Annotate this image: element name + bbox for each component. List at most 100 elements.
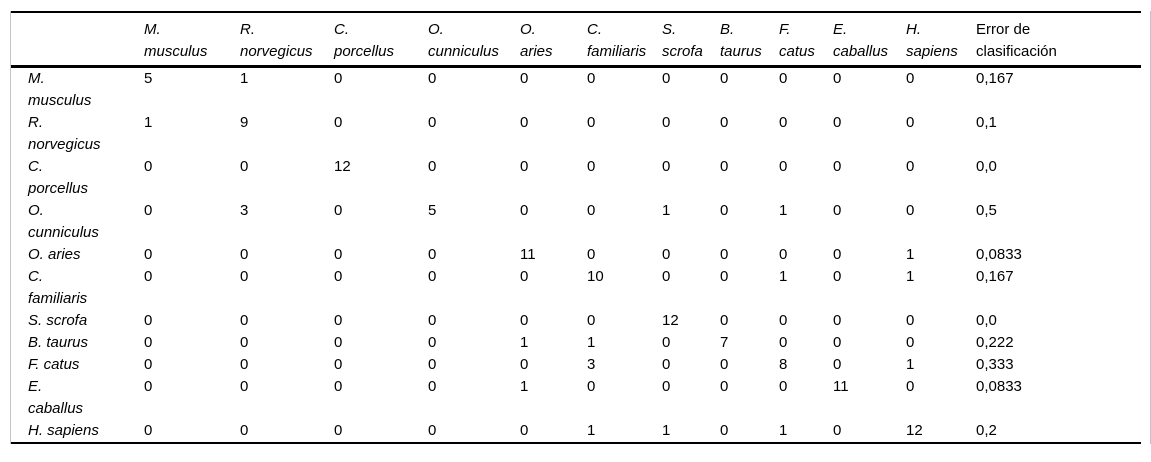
matrix-cell: 0 xyxy=(833,268,842,285)
row-label-species: S. scrofa xyxy=(28,312,88,329)
matrix-cell: 3 xyxy=(587,356,596,373)
matrix-cell: 11 xyxy=(833,378,849,395)
row-label-species: M. musculus xyxy=(28,70,92,109)
matrix-cell: 1 xyxy=(144,114,153,131)
confusion-matrix-table: M. musculus R. norvegicus C. porcellus O. c… xyxy=(11,11,1141,444)
matrix-cell: 0 xyxy=(720,202,729,219)
column-header-species: B. taurus xyxy=(703,12,762,68)
table-row: C. porcellus 0 0 12 0 0 0 0 0 0 0 0 0,0 xyxy=(11,156,1141,200)
matrix-cell: 7 xyxy=(720,334,729,351)
matrix-cell: 0 xyxy=(428,246,437,263)
row-label-species: O. cunniculus xyxy=(28,202,99,241)
matrix-cell: 0 xyxy=(240,268,249,285)
error-cell: 0,0833 xyxy=(976,378,1022,395)
matrix-cell: 0 xyxy=(240,356,249,373)
matrix-cell: 9 xyxy=(240,114,249,131)
matrix-cell: 0 xyxy=(833,356,842,373)
matrix-cell: 0 xyxy=(720,378,729,395)
row-label-species: E. caballus xyxy=(28,378,84,417)
error-cell: 0,167 xyxy=(976,268,1014,285)
matrix-cell: 8 xyxy=(779,356,788,373)
column-header-species: F. catus xyxy=(762,12,816,68)
matrix-cell: 0 xyxy=(833,246,842,263)
matrix-cell: 0 xyxy=(240,378,249,395)
row-label-species: B. taurus xyxy=(28,334,89,351)
matrix-cell: 0 xyxy=(428,334,437,351)
matrix-cell: 0 xyxy=(779,114,788,131)
matrix-cell: 0 xyxy=(779,158,788,175)
matrix-cell: 0 xyxy=(779,246,788,263)
matrix-cell: 0 xyxy=(334,356,343,373)
matrix-cell: 0 xyxy=(520,202,529,219)
table-row: E. caballus 0 0 0 0 1 0 0 0 0 11 0 0,0833 xyxy=(11,376,1141,420)
column-header-species: C. familiaris xyxy=(570,12,646,68)
row-label-species: C. porcellus xyxy=(28,158,89,197)
matrix-cell: 0 xyxy=(833,202,842,219)
column-header-species: E. caballus xyxy=(816,12,889,68)
matrix-cell: 0 xyxy=(906,158,915,175)
error-cell: 0,167 xyxy=(976,70,1014,87)
matrix-cell: 0 xyxy=(144,356,153,373)
matrix-cell: 0 xyxy=(662,334,671,351)
matrix-cell: 0 xyxy=(520,422,529,439)
matrix-cell: 0 xyxy=(334,114,343,131)
matrix-cell: 0 xyxy=(587,246,596,263)
table-row: M. musculus 5 1 0 0 0 0 0 0 0 0 0 0,167 xyxy=(11,67,1141,113)
matrix-cell: 1 xyxy=(520,378,529,395)
matrix-cell: 1 xyxy=(779,202,788,219)
matrix-cell: 0 xyxy=(144,202,153,219)
matrix-cell: 0 xyxy=(833,158,842,175)
matrix-cell: 5 xyxy=(144,70,153,87)
matrix-cell: 0 xyxy=(906,70,915,87)
matrix-cell: 0 xyxy=(428,114,437,131)
table-row: C. familiaris 0 0 0 0 0 10 0 0 1 0 1 0,167 xyxy=(11,266,1141,310)
matrix-cell: 1 xyxy=(662,202,671,219)
matrix-cell: 0 xyxy=(428,422,437,439)
row-label-species: F. catus xyxy=(28,356,80,373)
table-row: O. cunniculus 0 3 0 5 0 0 1 0 1 0 0 0,5 xyxy=(11,200,1141,244)
matrix-cell: 0 xyxy=(334,246,343,263)
matrix-cell: 0 xyxy=(906,334,915,351)
matrix-cell: 12 xyxy=(906,422,923,439)
matrix-cell: 0 xyxy=(428,356,437,373)
matrix-cell: 0 xyxy=(662,378,671,395)
matrix-cell: 1 xyxy=(520,334,529,351)
matrix-cell: 0 xyxy=(144,312,153,329)
matrix-cell: 0 xyxy=(428,268,437,285)
matrix-cell: 0 xyxy=(240,246,249,263)
matrix-cell: 0 xyxy=(906,202,915,219)
error-cell: 0,0833 xyxy=(976,246,1022,263)
matrix-cell: 0 xyxy=(587,202,596,219)
matrix-cell: 0 xyxy=(906,312,915,329)
corner-cell xyxy=(11,12,127,68)
matrix-cell: 0 xyxy=(662,114,671,131)
matrix-cell: 0 xyxy=(720,312,729,329)
matrix-cell: 0 xyxy=(520,70,529,87)
matrix-cell: 11 xyxy=(520,246,536,263)
row-label-species: R. norvegicus xyxy=(28,114,101,153)
table-row: S. scrofa 0 0 0 0 0 0 12 0 0 0 0 0,0 xyxy=(11,310,1141,332)
matrix-cell: 0 xyxy=(662,268,671,285)
matrix-cell: 0 xyxy=(428,158,437,175)
matrix-cell: 0 xyxy=(587,312,596,329)
column-header-species: O. cunniculus xyxy=(411,12,503,68)
matrix-cell: 0 xyxy=(720,70,729,87)
matrix-cell: 0 xyxy=(428,312,437,329)
matrix-cell: 0 xyxy=(906,114,915,131)
matrix-cell: 0 xyxy=(779,378,788,395)
matrix-cell: 1 xyxy=(779,268,788,285)
error-cell: 0,1 xyxy=(976,114,997,131)
matrix-cell: 0 xyxy=(720,114,729,131)
matrix-cell: 0 xyxy=(334,422,343,439)
matrix-cell: 0 xyxy=(144,158,153,175)
matrix-cell: 0 xyxy=(662,356,671,373)
error-cell: 0,0 xyxy=(976,312,997,329)
matrix-cell: 0 xyxy=(720,422,729,439)
matrix-cell: 10 xyxy=(587,268,604,285)
matrix-cell: 0 xyxy=(587,70,596,87)
matrix-cell: 1 xyxy=(906,356,915,373)
column-header-species: M. musculus xyxy=(127,12,223,68)
matrix-cell: 0 xyxy=(428,70,437,87)
matrix-cell: 3 xyxy=(240,202,249,219)
